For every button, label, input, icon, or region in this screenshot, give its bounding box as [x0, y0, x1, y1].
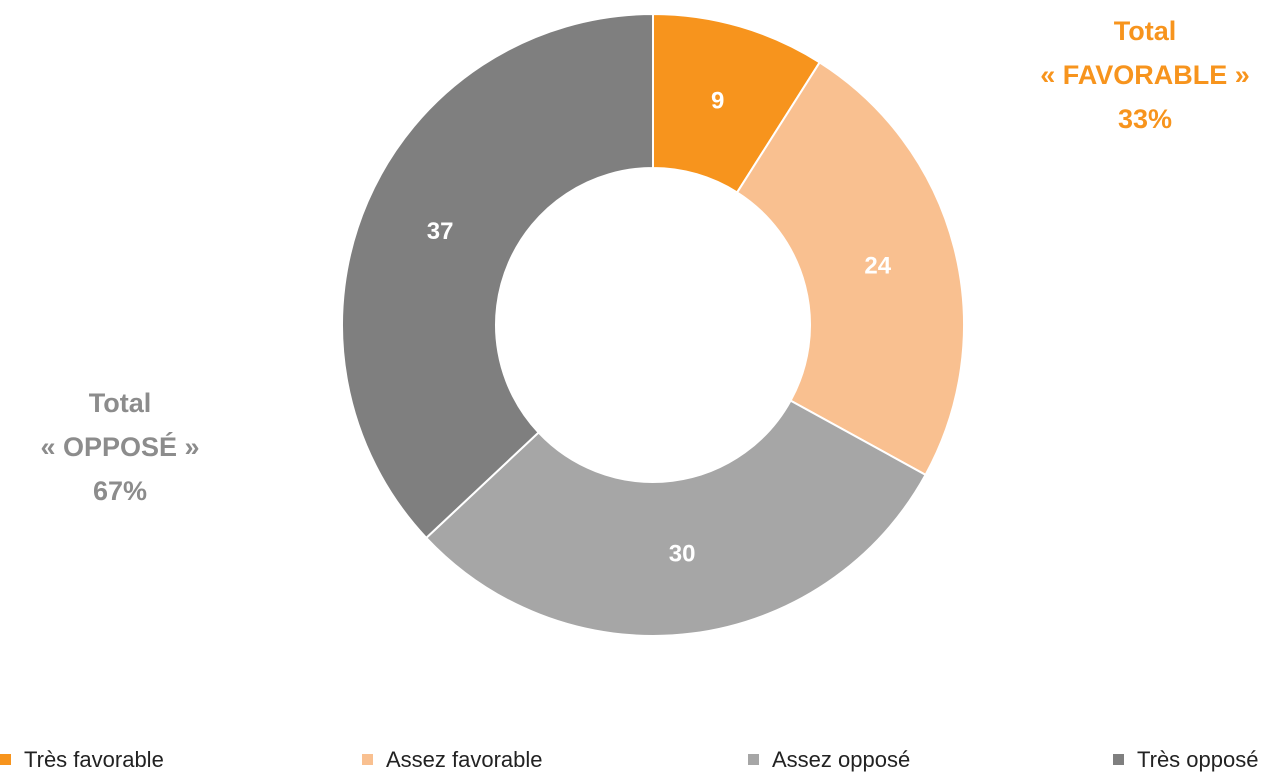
annotation: 33%	[1118, 104, 1172, 134]
legend-marker	[0, 754, 11, 765]
annotation: Total	[1114, 16, 1177, 46]
legend-label: Très opposé	[1137, 747, 1258, 772]
legend-marker	[1113, 754, 1124, 765]
data-label: 37	[427, 218, 454, 245]
annotation: « FAVORABLE »	[1040, 60, 1250, 90]
donut-slice	[424, 399, 927, 637]
annotation: 67%	[93, 476, 147, 506]
data-label: 30	[669, 541, 696, 568]
data-label: 9	[711, 88, 724, 115]
legend-marker	[362, 754, 373, 765]
donut-slice	[735, 61, 965, 477]
legend-label: Assez opposé	[772, 747, 910, 772]
legend-label: Assez favorable	[386, 747, 543, 772]
annotation: Total	[89, 388, 152, 418]
legend-label: Très favorable	[24, 747, 164, 772]
legend-marker	[748, 754, 759, 765]
annotation: « OPPOSÉ »	[40, 431, 199, 462]
data-label: 24	[864, 253, 891, 280]
donut-slice	[341, 12, 654, 540]
